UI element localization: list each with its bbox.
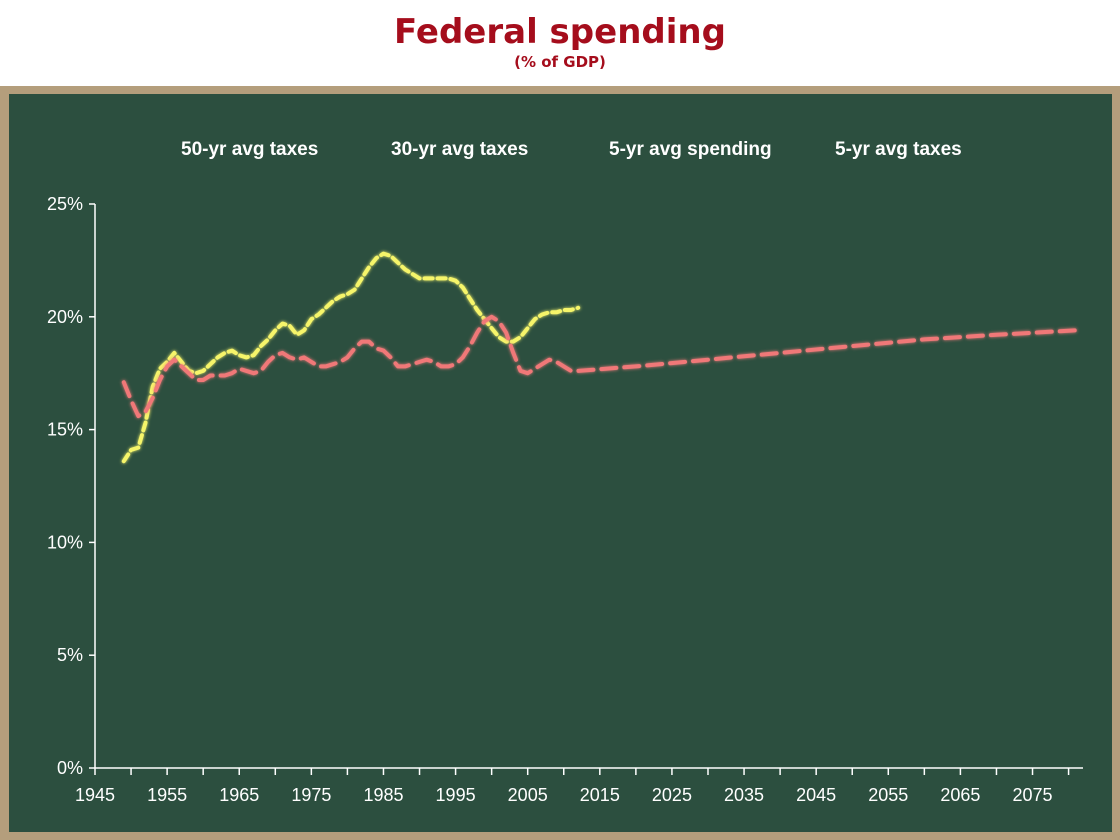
legend-label: 5-yr avg taxes — [835, 139, 962, 160]
legend: 50-yr avg taxes 30-yr avg taxes 5-yr avg s… — [139, 139, 962, 160]
chalkboard-panel — [9, 94, 1112, 832]
y-tick-label: 15% — [47, 420, 83, 440]
y-tick-label: 5% — [57, 645, 83, 665]
x-tick-label: 1975 — [291, 785, 331, 805]
x-tick-label: 2015 — [580, 785, 620, 805]
plot-area — [121, 251, 1078, 464]
chalkboard-frame — [0, 86, 1120, 840]
chart-title: Federal spending — [394, 12, 726, 52]
y-tick-label: 10% — [47, 532, 83, 552]
x-tick-label: 2035 — [724, 785, 764, 805]
x-tick-label: 1995 — [436, 785, 476, 805]
legend-label: 30-yr avg taxes — [391, 139, 528, 160]
x-tick-label: 1965 — [219, 785, 259, 805]
x-tick-label: 1945 — [75, 785, 115, 805]
y-tick-label: 25% — [47, 194, 83, 214]
x-tick-label: 2055 — [868, 785, 908, 805]
x-tick-label: 2065 — [940, 785, 980, 805]
x-tick-label: 2025 — [652, 785, 692, 805]
y-tick-label: 0% — [57, 758, 83, 778]
legend-label: 5-yr avg spending — [609, 139, 772, 160]
x-tick-label: 2075 — [1012, 785, 1052, 805]
title-block: Federal spending (% of GDP) — [0, 0, 1120, 86]
series-line — [121, 314, 1078, 419]
y-tick-label: 20% — [47, 307, 83, 327]
x-tick-label: 2005 — [508, 785, 548, 805]
x-tick-label: 2045 — [796, 785, 836, 805]
chart-subtitle: (% of GDP) — [514, 53, 606, 71]
series-line — [121, 251, 581, 464]
legend-label: 50-yr avg taxes — [181, 139, 318, 160]
axes: 0% 5% 10% 15% 20% 25% 1945 1955 1965 1975 1985 1995… — [47, 194, 1083, 805]
x-tick-label: 1955 — [147, 785, 187, 805]
x-tick-label: 1985 — [363, 785, 403, 805]
